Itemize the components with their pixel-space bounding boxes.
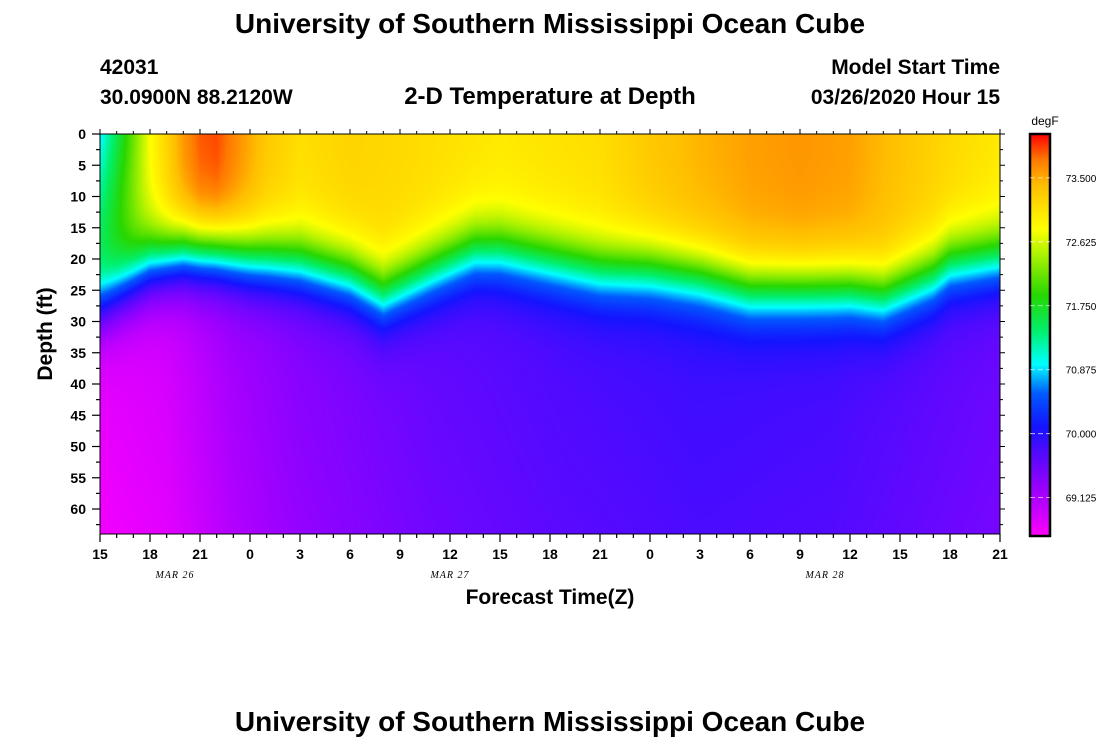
x-tick-label: 15 (492, 546, 508, 562)
y-tick-label: 30 (70, 314, 86, 330)
y-tick-label: 15 (70, 220, 86, 236)
y-tick-label: 25 (70, 282, 86, 298)
x-tick-label: 15 (892, 546, 908, 562)
plot-title: 2-D Temperature at Depth (404, 83, 696, 110)
x-tick-label: 12 (442, 546, 458, 562)
x-tick-label: 12 (842, 546, 858, 562)
y-tick-label: 5 (78, 157, 86, 173)
y-tick-label: 55 (70, 470, 86, 486)
y-tick-label: 20 (70, 251, 86, 267)
colorbar-unit: degF (1031, 114, 1058, 128)
x-tick-label: 18 (542, 546, 558, 562)
station-id: 42031 (100, 56, 159, 79)
y-tick-label: 40 (70, 376, 86, 392)
colorbar-tick-label: 70.000 (1066, 430, 1097, 441)
colorbar-tick-label: 73.500 (1066, 174, 1097, 185)
model-start-time: 03/26/2020 Hour 15 (810, 86, 1000, 109)
y-tick-label: 50 (70, 439, 86, 455)
x-tick-label: 18 (942, 546, 958, 562)
y-axis-title: Depth (ft) (34, 287, 57, 380)
footer-title: University of Southern Mississippi Ocean… (234, 706, 866, 737)
y-tick-label: 10 (70, 189, 86, 205)
chart-title: University of Southern Mississippi Ocean… (234, 8, 866, 39)
date-label: MAR 27 (429, 570, 469, 581)
y-tick-label: 45 (70, 407, 86, 423)
x-tick-label: 0 (246, 546, 254, 562)
colorbar-tick-label: 72.625 (1066, 238, 1097, 249)
x-axis-title: Forecast Time(Z) (466, 586, 635, 609)
date-labels: MAR 26 MAR 27 MAR 28 (154, 570, 844, 581)
y-tick-label: 0 (78, 126, 86, 142)
x-tick-label: 3 (296, 546, 304, 562)
colorbar-scale (1028, 132, 1052, 538)
date-label: MAR 28 (804, 570, 844, 581)
x-tick-label: 6 (346, 546, 354, 562)
x-tick-label: 21 (992, 546, 1008, 562)
x-tick-label: 9 (396, 546, 404, 562)
x-tick-label: 6 (746, 546, 754, 562)
colorbar-tick-label: 70.875 (1066, 366, 1097, 377)
x-tick-label: 15 (92, 546, 108, 562)
model-start-label: Model Start Time (831, 56, 1000, 79)
x-tick-label: 21 (192, 546, 208, 562)
colorbar-tick-label: 69.125 (1066, 494, 1097, 505)
colorbar-tick-label: 71.750 (1066, 302, 1097, 313)
date-label: MAR 26 (154, 570, 194, 581)
x-tick-label: 18 (142, 546, 158, 562)
station-coordinates: 30.0900N 88.2120W (100, 86, 293, 109)
x-tick-label: 9 (796, 546, 804, 562)
y-axis: 0 5 10 15 20 25 30 35 40 45 50 55 60 (70, 126, 1005, 526)
x-tick-label: 0 (646, 546, 654, 562)
temperature-depth-chart: 15 18 21 0 3 6 9 12 15 18 21 0 3 6 9 12 15 18 21 0 5 10 15 20 2… (34, 114, 1097, 609)
colorbar: degF 69.125 70.000 70.875 71.750 72.625 73.50… (1028, 114, 1097, 538)
x-axis: 15 18 21 0 3 6 9 12 15 18 21 0 3 6 9 12 15 18 21 (92, 129, 1008, 562)
y-tick-label: 60 (70, 501, 86, 517)
x-tick-label: 3 (696, 546, 704, 562)
y-tick-label: 35 (70, 345, 86, 361)
heatmap-field (100, 134, 1000, 534)
x-tick-label: 21 (592, 546, 608, 562)
